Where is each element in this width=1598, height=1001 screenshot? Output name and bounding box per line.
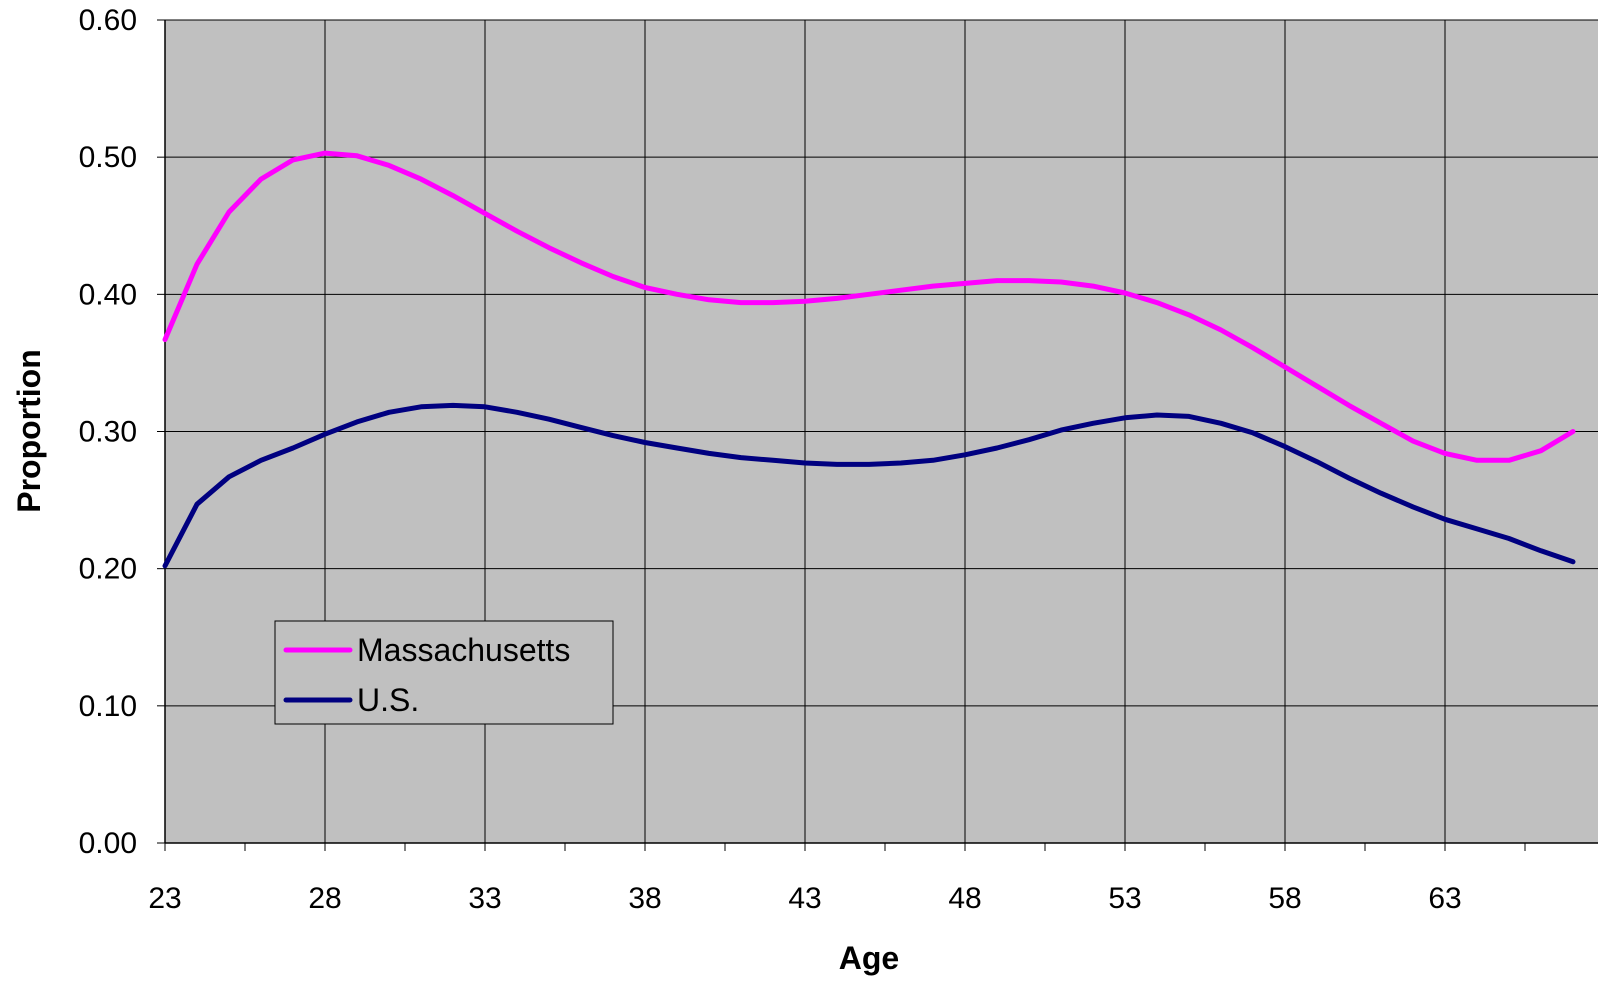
legend-box [274,620,614,725]
x-tick-label: 28 [308,882,341,915]
y-tick-label: 0.20 [79,553,137,586]
x-tick-label: 33 [468,882,501,915]
y-tick-label: 0.00 [79,827,137,860]
gridlines [165,19,1598,843]
series-line [162,402,1576,569]
x-tick-labels: 23 28 33 38 43 48 53 58 63 [148,882,1461,915]
x-tick-label: 43 [788,882,821,915]
legend-label: Massachusetts [357,632,570,668]
legend-label: U.S. [357,682,419,718]
x-tick-label: 48 [948,882,981,915]
legend: Massachusetts U.S. [274,620,614,725]
x-axis-title: Age [839,940,899,976]
x-tick-label: 38 [628,882,661,915]
y-tick-label: 0.40 [79,278,137,311]
x-tick-label: 63 [1428,882,1461,915]
y-tick-label: 0.50 [79,141,137,174]
y-axis-title: Proportion [11,349,47,513]
y-tick-labels: 0.00 0.10 0.20 0.30 0.40 0.50 0.60 [79,4,137,860]
series-line [162,150,1576,463]
x-tick-label: 23 [148,882,181,915]
y-tick-label: 0.60 [79,4,137,37]
y-tick-label: 0.30 [79,416,137,449]
y-tick-label: 0.10 [79,690,137,723]
x-tick-label: 53 [1108,882,1141,915]
series-lines [162,150,1576,569]
axes [157,19,1598,851]
x-tick-label: 58 [1268,882,1301,915]
